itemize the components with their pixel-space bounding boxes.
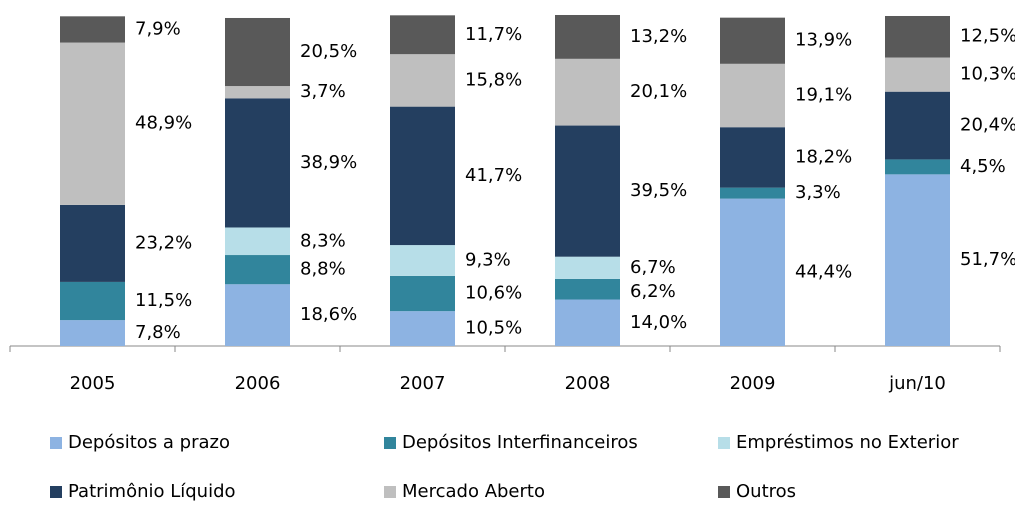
bar-segment: [555, 125, 620, 257]
value-label: 4,5%: [960, 156, 1006, 177]
bar-segment: [885, 15, 950, 58]
bar-segment: [60, 16, 125, 43]
value-label: 8,3%: [300, 230, 346, 251]
legend-label: Depósitos a prazo: [68, 432, 230, 453]
value-label: 13,2%: [630, 26, 687, 47]
legend-swatch: [50, 437, 62, 449]
bar-segment: [720, 17, 785, 64]
value-label: 12,5%: [960, 26, 1015, 47]
bar-segment: [390, 245, 455, 276]
bar-segment: [60, 204, 125, 282]
value-label: 18,6%: [300, 304, 357, 325]
bar-segment: [225, 227, 290, 256]
bar-segment: [885, 57, 950, 92]
legend-swatch: [718, 486, 730, 498]
value-label: 48,9%: [135, 113, 192, 134]
value-label: 10,3%: [960, 64, 1015, 85]
value-label: 3,3%: [795, 182, 841, 203]
bar-segment: [390, 54, 455, 107]
value-label: 9,3%: [465, 250, 511, 271]
value-label: 7,9%: [135, 18, 181, 39]
value-label: 10,5%: [465, 318, 522, 339]
value-label: 23,2%: [135, 232, 192, 253]
legend-swatch: [718, 437, 730, 449]
x-tick-label: 2008: [565, 373, 611, 394]
value-label: 3,7%: [300, 81, 346, 102]
x-tick-label: jun/10: [888, 373, 946, 394]
x-tick-label: 2005: [70, 373, 116, 394]
bar-segment: [225, 98, 290, 228]
value-label: 14,0%: [630, 312, 687, 333]
value-label: 51,7%: [960, 249, 1015, 270]
bar-segment: [555, 256, 620, 279]
value-label: 10,6%: [465, 283, 522, 304]
bar-segment: [390, 106, 455, 246]
bar-segment: [885, 91, 950, 160]
bar-segment: [390, 275, 455, 312]
x-tick-label: 2007: [400, 373, 446, 394]
value-label: 6,7%: [630, 257, 676, 278]
value-label: 6,2%: [630, 281, 676, 302]
bar-segment: [60, 281, 125, 321]
bar-segment: [720, 198, 785, 346]
x-tick-label: 2006: [235, 373, 281, 394]
value-label: 8,8%: [300, 259, 346, 280]
legend-swatch: [384, 486, 396, 498]
value-label: 19,1%: [795, 85, 852, 106]
x-tick-label: 2009: [730, 373, 776, 394]
bar-segment: [885, 174, 950, 346]
bar-segment: [555, 14, 620, 59]
legend-swatch: [50, 486, 62, 498]
bar-segment: [555, 278, 620, 300]
value-label: 20,1%: [630, 81, 687, 102]
bar-segment: [225, 255, 290, 285]
bar-segment: [885, 159, 950, 175]
value-label: 20,5%: [300, 41, 357, 62]
bar-segment: [60, 320, 125, 346]
bar-segment: [390, 311, 455, 346]
bar-segment: [390, 15, 455, 55]
bar-segment: [555, 299, 620, 346]
value-label: 11,5%: [135, 290, 192, 311]
legend-label: Depósitos Interfinanceiros: [402, 432, 638, 453]
value-label: 20,4%: [960, 115, 1015, 136]
bar-segment: [225, 86, 290, 99]
bar-segment: [720, 63, 785, 128]
value-label: 39,5%: [630, 180, 687, 201]
legend-label: Outros: [736, 481, 796, 502]
value-label: 38,9%: [300, 152, 357, 173]
legend-label: Empréstimos no Exterior: [736, 432, 959, 453]
value-label: 13,9%: [795, 30, 852, 51]
legend-label: Patrimônio Líquido: [68, 481, 236, 502]
bar-segment: [225, 284, 290, 346]
value-label: 11,7%: [465, 24, 522, 45]
bar-segment: [720, 187, 785, 199]
value-label: 15,8%: [465, 69, 522, 90]
bar-segment: [720, 127, 785, 188]
legend-label: Mercado Aberto: [402, 481, 545, 502]
bar-segment: [225, 17, 290, 87]
value-label: 7,8%: [135, 322, 181, 343]
legend-swatch: [384, 437, 396, 449]
value-label: 44,4%: [795, 261, 852, 282]
value-label: 41,7%: [465, 165, 522, 186]
value-label: 18,2%: [795, 146, 852, 167]
bar-segment: [555, 58, 620, 126]
bar-segment: [60, 42, 125, 205]
